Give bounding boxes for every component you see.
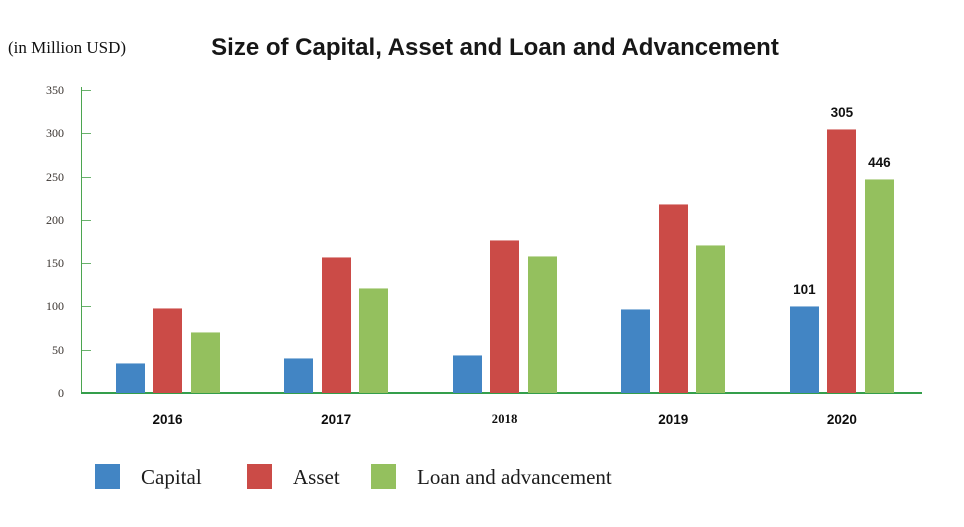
- bar-asset-2018: [490, 239, 520, 393]
- legend-label-loan: Loan and advancement: [417, 465, 612, 489]
- x-axis-label-2017: 2017: [321, 412, 352, 427]
- x-axis-label-2018: 2018: [491, 412, 518, 426]
- bar-capital-2017: [284, 357, 314, 393]
- bar-asset-2020: [827, 128, 857, 393]
- legend-swatch-capital: [95, 464, 120, 489]
- y-tick-mark: [82, 349, 91, 351]
- bar-loan-2017: [359, 288, 389, 393]
- y-tick-mark: [82, 176, 91, 178]
- legend-label-capital: Capital: [141, 465, 202, 489]
- y-tick-mark: [82, 306, 91, 308]
- bar-loan-2016: [190, 332, 220, 393]
- bar-capital-2019: [621, 309, 651, 393]
- bar-loan-2018: [527, 256, 557, 393]
- unit-label: (in Million USD): [8, 38, 127, 57]
- bar-asset-2019: [658, 204, 688, 393]
- y-tick-mark: [82, 90, 91, 91]
- bar-value-label: 446: [868, 155, 891, 171]
- bar-capital-2016: [115, 362, 145, 393]
- y-axis-label: 250: [46, 169, 64, 184]
- bar-asset-2017: [321, 257, 351, 393]
- x-axis-label-2016: 2016: [152, 412, 183, 427]
- y-axis-label: 50: [52, 342, 64, 357]
- bar-capital-2020: [789, 305, 819, 393]
- x-axis-label-2020: 2020: [826, 412, 857, 427]
- y-axis-label: 100: [46, 299, 64, 314]
- legend-swatch-loan: [371, 464, 396, 489]
- bar-loan-2019: [696, 244, 726, 393]
- legend-label-asset: Asset: [293, 465, 340, 489]
- y-axis-label: 0: [58, 386, 64, 400]
- y-tick-mark: [82, 133, 91, 135]
- chart-title: Size of Capital, Asset and Loan and Adva…: [211, 34, 779, 61]
- y-axis-label: 350: [46, 83, 64, 97]
- legend-swatch-asset: [247, 464, 272, 489]
- x-axis-line: [81, 392, 922, 394]
- y-tick-mark: [82, 219, 91, 221]
- y-axis-label: 300: [46, 126, 64, 141]
- y-tick-mark: [82, 263, 91, 265]
- bar-asset-2016: [153, 308, 182, 393]
- bar-value-label: 101: [793, 281, 816, 297]
- bar-value-label: 305: [830, 104, 854, 120]
- bar-loan-2020: [864, 179, 894, 393]
- y-axis-label: 200: [46, 212, 64, 227]
- y-axis-label: 150: [46, 256, 64, 271]
- x-axis-label-2019: 2019: [658, 412, 689, 427]
- bar-capital-2018: [452, 354, 482, 393]
- y-axis-line: [81, 87, 82, 393]
